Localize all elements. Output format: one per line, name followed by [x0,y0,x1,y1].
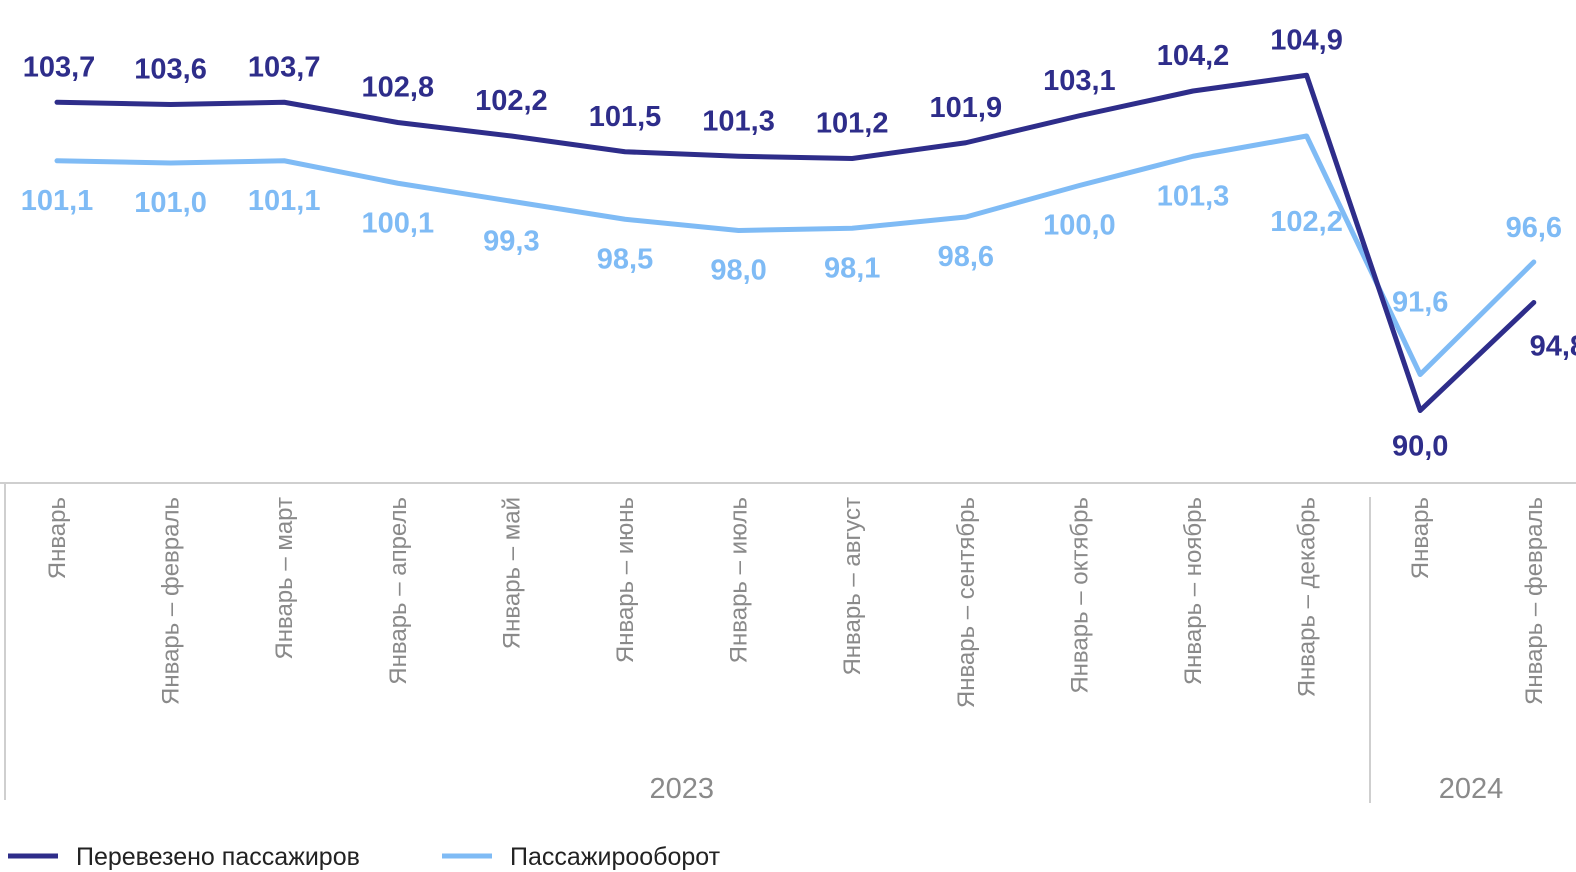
data-label-passengers: 103,7 [23,51,96,83]
series-line [54,72,1537,413]
x-tick-label: Январь – декабрь [1294,497,1321,697]
data-label-turnover: 101,1 [21,185,94,217]
data-label-passengers: 104,2 [1157,40,1230,72]
x-tick-label: Январь – август [839,497,866,676]
data-label-turnover: 98,1 [824,252,880,284]
data-label-turnover: 96,6 [1506,212,1562,244]
series-line [54,133,1537,377]
data-label-turnover: 101,1 [248,185,321,217]
x-tick-label: Январь – сентябрь [953,497,980,708]
data-label-passengers: 94,8 [1530,331,1576,363]
data-label-passengers: 104,9 [1270,24,1343,56]
data-label-turnover: 91,6 [1392,287,1448,319]
data-label-turnover: 98,0 [710,255,766,287]
data-label-passengers: 90,0 [1392,431,1448,463]
data-label-turnover: 98,6 [938,241,994,273]
legend: Перевезено пассажиров Пассажирооборот [8,843,721,871]
data-label-passengers: 101,5 [589,101,662,133]
data-label-turnover: 100,1 [362,207,435,239]
x-tick-label: Январь – февраль [158,497,185,705]
legend-label: Пассажирооборот [510,843,721,871]
data-label-passengers: 102,2 [475,85,548,117]
x-tick-label: Январь – июль [726,497,753,663]
x-tick-label: Январь [1407,497,1434,579]
x-tick-label: Январь – апрель [385,497,412,685]
legend-label: Перевезено пассажиров [76,843,360,871]
series-lines [54,72,1537,413]
category-axis: Январь Январь – февраль Январь – март Январ… [0,482,1576,805]
data-label-turnover: 101,3 [1157,180,1230,212]
data-label-passengers: 102,8 [362,72,435,104]
data-labels: 103,7 103,6 103,7 102,8 102,2 101,5 101,3 101,2… [21,24,1576,462]
x-tick-label: Январь – июнь [612,497,639,663]
x-tick-label: Январь – октябрь [1066,497,1093,694]
data-label-turnover: 101,0 [134,187,207,219]
data-label-turnover: 100,0 [1043,210,1116,242]
data-label-turnover: 99,3 [483,225,539,257]
x-tick-label: Январь – февраль [1521,497,1548,705]
x-tick-label: Январь – март [271,497,298,660]
data-label-passengers: 101,2 [816,108,889,140]
x-tick-label: Январь – ноябрь [1180,497,1207,685]
data-label-passengers: 103,7 [248,51,321,83]
data-label-passengers: 103,6 [134,54,207,86]
year-group-label: 2023 [650,773,715,805]
data-label-passengers: 101,9 [930,92,1003,124]
data-label-passengers: 103,1 [1043,65,1116,97]
data-label-passengers: 101,3 [702,105,775,137]
data-label-turnover: 98,5 [597,243,653,275]
x-tick-label: Январь [44,497,71,579]
x-tick-label: Январь – май [498,497,525,649]
data-label-turnover: 102,2 [1270,206,1343,238]
year-group-label: 2024 [1439,773,1504,805]
